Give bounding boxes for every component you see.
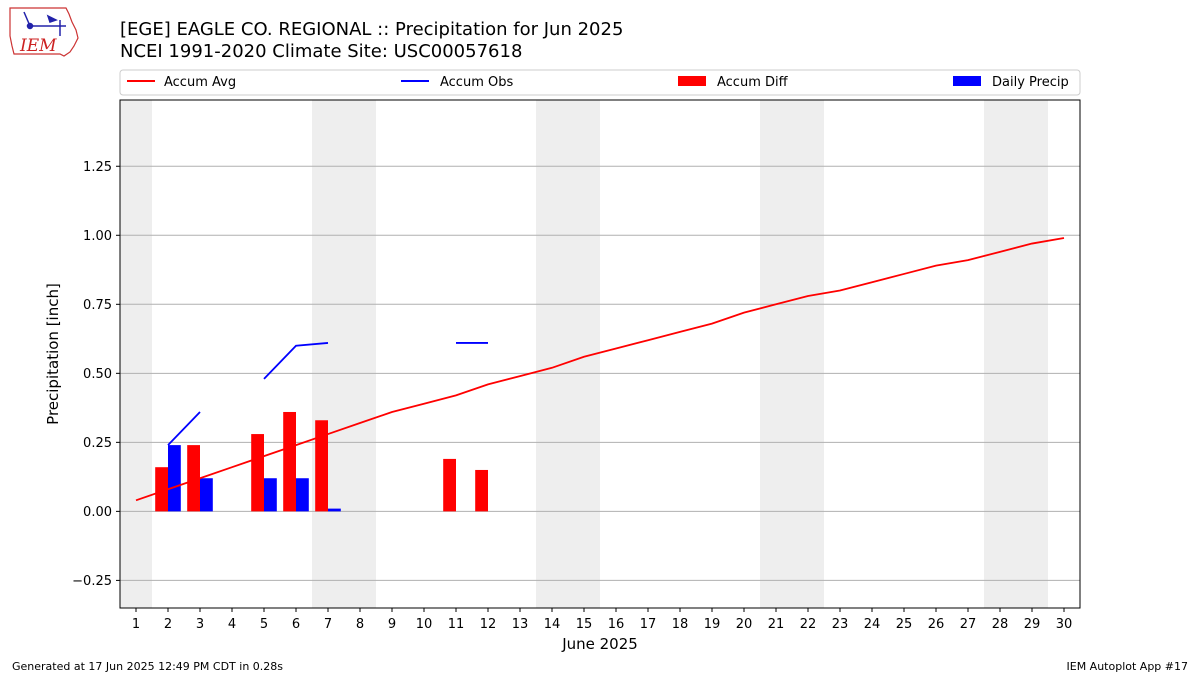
y-tick-label: −0.25 xyxy=(72,574,112,589)
x-tick-label: 15 xyxy=(576,617,593,632)
y-tick-label: 1.00 xyxy=(83,229,112,244)
accum-obs-segment xyxy=(167,411,201,446)
legend-label-daily-precip: Daily Precip xyxy=(992,75,1069,90)
x-tick-label: 13 xyxy=(512,617,529,632)
x-tick-label: 3 xyxy=(196,617,204,632)
x-axis-label: June 2025 xyxy=(561,635,638,653)
x-tick-label: 5 xyxy=(260,617,268,632)
accum-obs-segment xyxy=(263,342,329,380)
x-tick-label: 20 xyxy=(736,617,753,632)
weekend-band xyxy=(312,100,376,608)
x-tick-label: 19 xyxy=(704,617,721,632)
x-tick-label: 1 xyxy=(132,617,140,632)
y-tick-label: 0.50 xyxy=(83,367,112,382)
legend: Accum Avg Accum Obs Accum Diff Daily Pre… xyxy=(119,69,1081,96)
accum-diff-bar xyxy=(155,467,168,512)
x-tick-label: 10 xyxy=(416,617,433,632)
x-tick-label: 11 xyxy=(448,617,465,632)
x-tick-label: 6 xyxy=(292,617,300,632)
chart-subtitle: NCEI 1991-2020 Climate Site: USC00057618 xyxy=(120,41,522,62)
accum-diff-bar xyxy=(251,434,264,512)
daily-precip-bar xyxy=(328,508,341,512)
weekend-band xyxy=(760,100,824,608)
accum-diff-bar xyxy=(283,411,296,512)
y-axis-ticks: −0.25 0.00 0.25 0.50 0.75 1.00 1.25 xyxy=(72,160,120,589)
daily-precip-bar xyxy=(200,478,213,512)
y-tick-label: 0.25 xyxy=(83,436,112,451)
accum-diff-bar xyxy=(187,445,200,512)
x-tick-label: 29 xyxy=(1024,617,1041,632)
x-tick-label: 27 xyxy=(960,617,977,632)
legend-swatch-daily-precip xyxy=(953,76,981,86)
weekend-band xyxy=(120,100,152,608)
x-tick-label: 21 xyxy=(768,617,785,632)
weekend-band xyxy=(984,100,1048,608)
legend-label-accum-avg: Accum Avg xyxy=(164,75,236,90)
accum-avg-line xyxy=(135,237,1065,502)
weather-station-icon xyxy=(23,11,66,36)
logo-text: IEM xyxy=(19,36,57,56)
x-tick-label: 12 xyxy=(480,617,497,632)
x-axis-ticks: 1 2 3 4 5 6 7 8 9 10 11 12 13 14 15 16 17 18 19 20 21 22 23 24 2… xyxy=(132,608,1072,632)
x-tick-label: 24 xyxy=(864,617,881,632)
legend-swatch-accum-diff xyxy=(678,76,706,86)
daily-precip-bar xyxy=(296,478,309,512)
legend-frame xyxy=(119,69,1081,96)
footer-generated: Generated at 17 Jun 2025 12:49 PM CDT in… xyxy=(12,660,283,673)
weekend-band xyxy=(536,100,600,608)
legend-label-accum-diff: Accum Diff xyxy=(717,75,789,90)
x-tick-label: 7 xyxy=(324,617,332,632)
chart-title: [EGE] EAGLE CO. REGIONAL :: Precipitatio… xyxy=(120,19,623,40)
accum-diff-bar xyxy=(315,420,328,512)
y-axis-label: Precipitation [inch] xyxy=(44,283,62,425)
weekend-shading xyxy=(120,100,1048,608)
x-tick-label: 17 xyxy=(640,617,657,632)
x-tick-label: 26 xyxy=(928,617,945,632)
x-tick-label: 25 xyxy=(896,617,913,632)
x-tick-label: 14 xyxy=(544,617,561,632)
accum-avg-series-line xyxy=(135,237,1065,502)
x-tick-label: 2 xyxy=(164,617,172,632)
y-tick-label: 0.00 xyxy=(83,505,112,520)
x-tick-label: 28 xyxy=(992,617,1009,632)
x-tick-label: 9 xyxy=(388,617,396,632)
x-tick-label: 22 xyxy=(800,617,817,632)
accum-obs-line xyxy=(167,342,488,446)
x-tick-label: 18 xyxy=(672,617,689,632)
accum-diff-bar xyxy=(443,458,456,512)
iem-logo: IEM xyxy=(9,7,79,57)
x-tick-label: 30 xyxy=(1056,617,1073,632)
x-tick-label: 8 xyxy=(356,617,364,632)
y-tick-label: 1.25 xyxy=(83,160,112,175)
daily-precip-bar xyxy=(168,445,181,512)
daily-precip-bars xyxy=(168,445,341,512)
footer-app-id: IEM Autoplot App #17 xyxy=(1067,660,1189,673)
daily-precip-bar xyxy=(264,478,277,512)
gridlines xyxy=(120,165,1080,581)
legend-label-accum-obs: Accum Obs xyxy=(440,75,513,90)
y-tick-label: 0.75 xyxy=(83,298,112,313)
plot-frame xyxy=(119,99,1081,609)
x-tick-label: 4 xyxy=(228,617,236,632)
accum-diff-bar xyxy=(475,469,488,512)
accum-diff-bars xyxy=(155,411,488,512)
x-tick-label: 23 xyxy=(832,617,849,632)
x-tick-label: 16 xyxy=(608,617,625,632)
